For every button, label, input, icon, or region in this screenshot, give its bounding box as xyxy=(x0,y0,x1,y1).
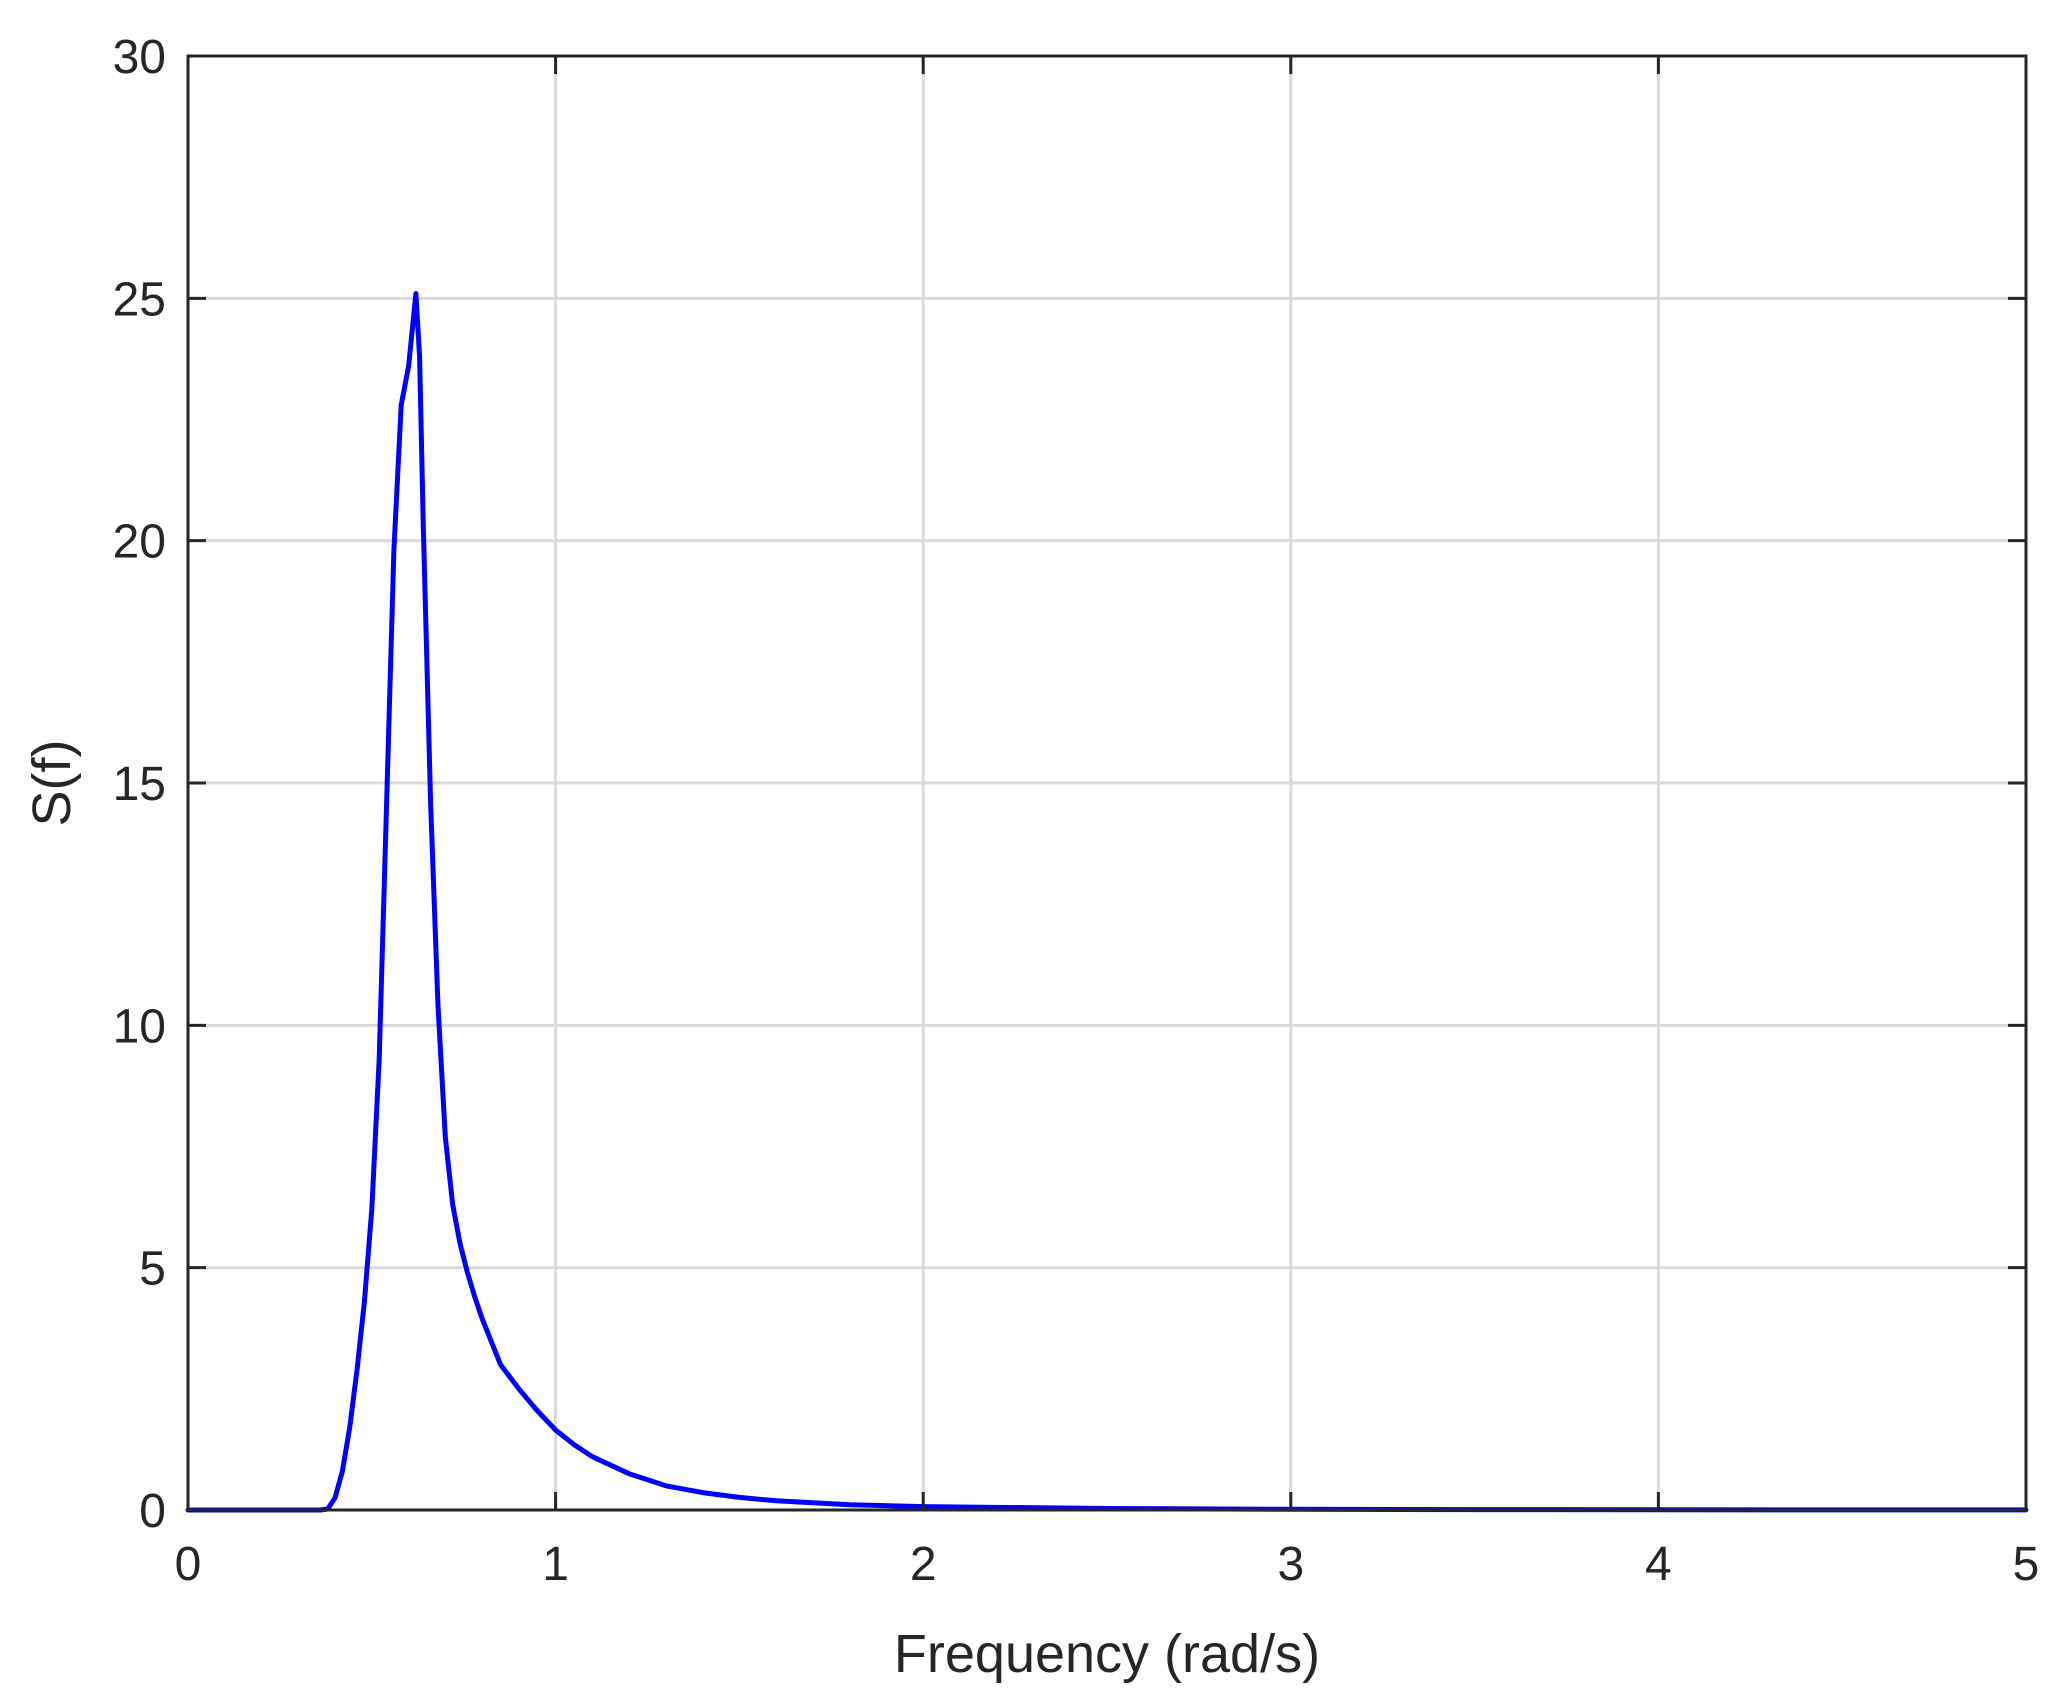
y-tick-label: 30 xyxy=(113,31,166,84)
x-tick-label: 4 xyxy=(1645,1538,1672,1591)
x-tick-label: 1 xyxy=(542,1538,569,1591)
x-tick-label: 3 xyxy=(1277,1538,1304,1591)
x-axis-label: Frequency (rad/s) xyxy=(894,1624,1320,1684)
spectrum-line xyxy=(185,291,2029,1513)
y-tick-label: 20 xyxy=(113,516,166,569)
y-tick-label: 5 xyxy=(139,1243,166,1296)
x-tick-label: 2 xyxy=(910,1538,937,1591)
y-tick-label: 10 xyxy=(113,1000,166,1053)
y-tick-label: 15 xyxy=(113,758,166,811)
x-tick-label: 5 xyxy=(2013,1538,2040,1591)
series-layer xyxy=(185,291,2029,1513)
y-axis-label: S(f) xyxy=(22,740,82,827)
x-tick-label: 0 xyxy=(175,1538,202,1591)
ticks: 0 1 2 3 4 5 0 5 10 15 20 25 30 xyxy=(113,31,2040,1591)
grid xyxy=(188,56,2026,1510)
y-tick-label: 25 xyxy=(113,273,166,326)
y-tick-label: 0 xyxy=(139,1485,166,1538)
